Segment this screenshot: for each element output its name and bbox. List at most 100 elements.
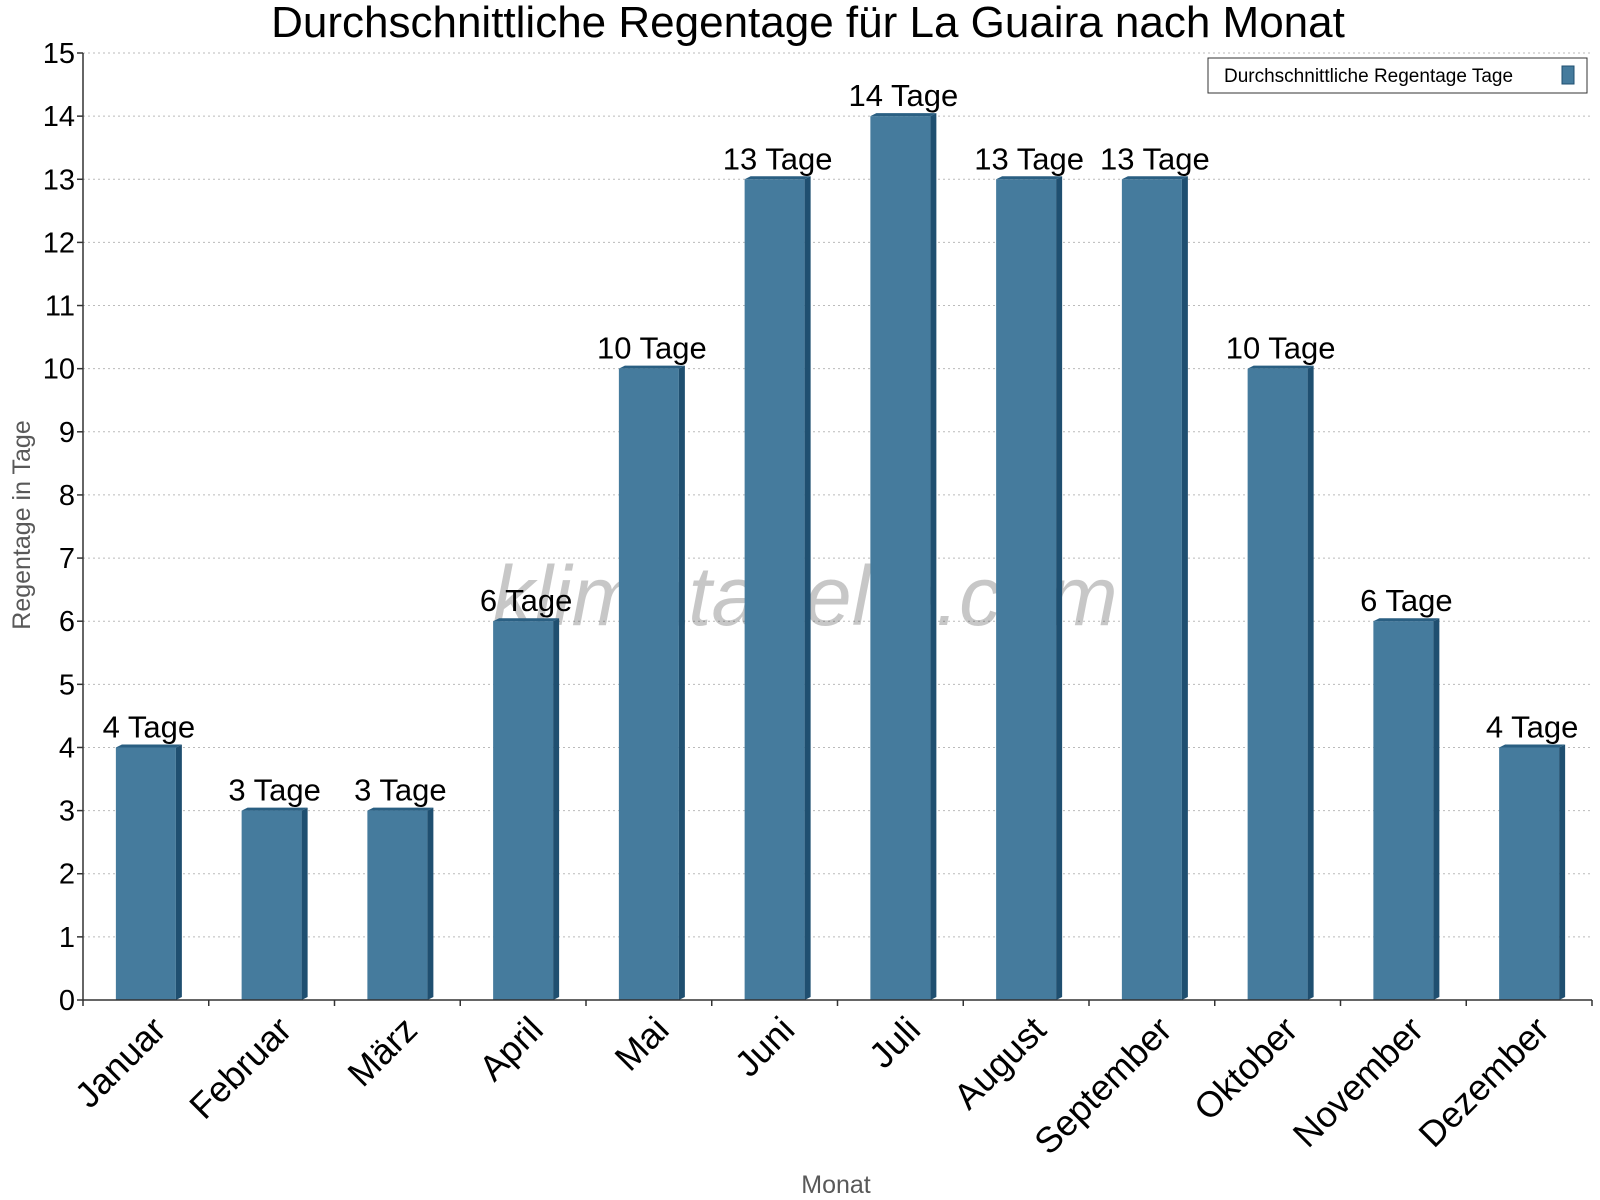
data-label: 13 Tage xyxy=(974,141,1084,176)
bar-7 xyxy=(870,113,937,1001)
bar-side xyxy=(301,807,308,1000)
y-tick-label: 2 xyxy=(59,859,75,891)
x-tick-label: August xyxy=(946,1009,1054,1117)
bar-side xyxy=(1559,744,1566,1000)
bar-face xyxy=(1373,621,1434,1000)
x-tick-label: Juni xyxy=(727,1009,803,1085)
bar-2 xyxy=(241,807,308,1000)
bar-8 xyxy=(996,176,1063,1000)
bar-face xyxy=(1121,179,1182,1000)
bar-top xyxy=(1121,176,1188,180)
data-label: 13 Tage xyxy=(1100,141,1210,176)
bar-5 xyxy=(618,365,685,1001)
data-label: 10 Tage xyxy=(597,331,707,366)
bar-9 xyxy=(1121,176,1188,1000)
data-label: 13 Tage xyxy=(723,141,833,176)
x-tick-label: März xyxy=(339,1009,425,1095)
legend: Durchschnittliche Regentage Tage xyxy=(1207,57,1588,94)
y-tick-label: 7 xyxy=(59,543,75,575)
y-tick-label: 6 xyxy=(59,606,75,638)
bar-6 xyxy=(744,176,811,1000)
data-label: 3 Tage xyxy=(354,773,447,808)
y-tick-label: 15 xyxy=(43,38,75,70)
bar-face xyxy=(618,368,679,1001)
legend-swatch xyxy=(1561,65,1575,85)
y-tick-label: 4 xyxy=(59,732,75,764)
data-label: 3 Tage xyxy=(228,773,321,808)
bar-11 xyxy=(1373,618,1440,1000)
x-tick-label: Dezember xyxy=(1410,1009,1556,1155)
x-axis-ticks: Januar Februar März April Mai Juni Juli AugustS… xyxy=(67,1000,1593,1163)
bar-face xyxy=(367,810,428,1000)
bars xyxy=(115,113,1566,1001)
bar-face xyxy=(1247,368,1308,1001)
bar-side xyxy=(553,618,560,1000)
x-tick-label: September xyxy=(1026,1009,1180,1163)
bar-side xyxy=(175,744,182,1000)
bar-face xyxy=(115,747,176,1000)
bar-side xyxy=(930,113,937,1001)
bar-face xyxy=(241,810,302,1000)
bar-top xyxy=(744,176,811,180)
data-labels: 4 Tage 3 Tage 3 Tage 6 Tage 10 Tage 13 Tage 14… xyxy=(103,78,1579,807)
bar-top xyxy=(367,807,434,811)
y-tick-label: 14 xyxy=(43,101,75,133)
x-tick-label: November xyxy=(1285,1009,1431,1155)
bar-top xyxy=(115,744,182,748)
bar-top xyxy=(493,618,560,622)
bar-face xyxy=(493,621,554,1000)
y-tick-label: 5 xyxy=(59,669,75,701)
x-tick-label: Februar xyxy=(181,1009,299,1127)
bar-side xyxy=(427,807,434,1000)
y-tick-label: 12 xyxy=(43,227,75,259)
bar-side xyxy=(1307,365,1314,1001)
y-tick-label: 10 xyxy=(43,354,75,386)
bar-face xyxy=(1499,747,1560,1000)
bar-top xyxy=(1373,618,1440,622)
bar-side xyxy=(1433,618,1440,1000)
data-label: 6 Tage xyxy=(480,583,573,618)
y-tick-label: 8 xyxy=(59,480,75,512)
x-tick-label: Mai xyxy=(607,1009,677,1079)
bar-face xyxy=(996,179,1057,1000)
bar-top xyxy=(870,113,937,117)
bar-12 xyxy=(1499,744,1566,1000)
x-tick-label: Oktober xyxy=(1186,1009,1306,1129)
data-label: 10 Tage xyxy=(1226,331,1336,366)
bar-side xyxy=(804,176,811,1000)
axes xyxy=(82,53,1592,1001)
bar-side xyxy=(1056,176,1063,1000)
data-label: 14 Tage xyxy=(848,78,958,113)
data-label: 6 Tage xyxy=(1360,583,1453,618)
legend-box xyxy=(1207,57,1588,94)
data-label: 4 Tage xyxy=(1486,709,1579,744)
y-tick-label: 3 xyxy=(59,796,75,828)
x-axis-label: Monat xyxy=(801,1171,871,1199)
y-tick-label: 11 xyxy=(45,291,75,323)
bar-top xyxy=(241,807,308,811)
legend-label: Durchschnittliche Regentage Tage xyxy=(1224,66,1513,87)
chart-title: Durchschnittliche Regentage für La Guair… xyxy=(271,0,1345,47)
bar-side xyxy=(678,365,685,1001)
data-label: 4 Tage xyxy=(103,709,196,744)
bar-top xyxy=(1247,365,1314,369)
bar-10 xyxy=(1247,365,1314,1001)
bar-face xyxy=(744,179,805,1000)
x-tick-label: April xyxy=(471,1009,551,1089)
y-tick-label: 9 xyxy=(59,417,75,449)
grid xyxy=(83,52,1592,938)
bar-1 xyxy=(115,744,182,1000)
y-axis-label: Regentage in Tage xyxy=(8,420,36,629)
x-tick-label: Juli xyxy=(861,1009,928,1076)
bar-4 xyxy=(493,618,560,1000)
y-tick-label: 13 xyxy=(43,164,75,196)
x-tick-label: Januar xyxy=(67,1009,174,1116)
y-tick-label: 1 xyxy=(59,922,75,954)
bar-top xyxy=(1499,744,1566,748)
bar-3 xyxy=(367,807,434,1000)
bar-top xyxy=(618,365,685,369)
bar-side xyxy=(1181,176,1188,1000)
y-tick-label: 0 xyxy=(59,985,75,1017)
